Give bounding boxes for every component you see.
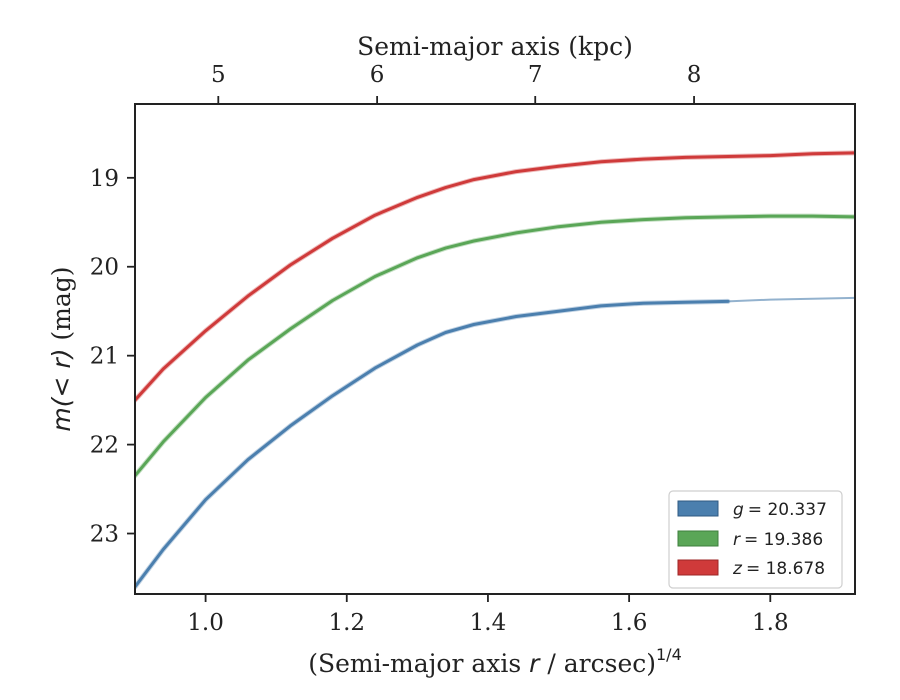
legend-label-r: r = 19.386 [733, 530, 823, 550]
legend-label-g: g = 20.337 [733, 500, 827, 520]
y-axis-title-math: m(< r) [47, 349, 76, 432]
series-line-r [135, 214, 855, 478]
legend-value-r: = 19.386 [744, 530, 823, 550]
series-layer [135, 150, 855, 590]
x-axis-title-prefix: (Semi-major axis [308, 649, 529, 678]
x-tick-label: 1.6 [611, 610, 648, 636]
legend-band-z: z [732, 559, 743, 579]
top-tick-label: 5 [211, 62, 226, 88]
top-tick-label: 7 [528, 62, 543, 88]
legend-swatch-g [677, 500, 719, 517]
legend-label-z: z = 18.678 [732, 559, 825, 579]
x-axis-title: (Semi-major axis r / arcsec)1/4 [308, 645, 682, 678]
y-tick-label: 19 [90, 166, 119, 192]
y-tick-label: 22 [90, 433, 119, 459]
legend-swatch-r [677, 530, 719, 547]
series-line-z [135, 151, 855, 402]
x-tick-label: 1.2 [328, 610, 365, 636]
y-axis-title: m(< r) (mag) [47, 266, 76, 431]
top-tick-label: 6 [370, 62, 385, 88]
x-axis-title-variable: r [529, 649, 541, 678]
series-extension-g [726, 296, 855, 303]
x-axis-title-suffix: / arcsec) [539, 649, 656, 678]
x-tick-label: 1.0 [187, 610, 224, 636]
legend-swatch-z [677, 559, 719, 576]
legend-value-g: = 20.337 [748, 500, 827, 520]
legend: g = 20.337 r = 19.386 z = 18.678 [668, 490, 843, 589]
legend-band-r: r [733, 530, 741, 550]
legend-value-z: = 18.678 [746, 559, 825, 579]
top-axis-ticks: 5 6 7 8 [211, 62, 701, 104]
x-axis-title-exponent: 1/4 [656, 645, 682, 664]
x-tick-label: 1.4 [470, 610, 507, 636]
legend-band-g: g [733, 500, 744, 520]
left-axis-ticks: 19 20 21 22 23 [90, 166, 135, 548]
y-tick-label: 23 [90, 522, 119, 548]
series-line-g [135, 299, 730, 589]
plot-frame [134, 103, 856, 595]
x-tick-label: 1.8 [752, 610, 789, 636]
y-tick-label: 20 [90, 255, 119, 281]
y-axis-title-unit: (mag) [47, 266, 76, 348]
top-tick-label: 8 [687, 62, 702, 88]
bottom-axis-ticks: 1.0 1.2 1.4 1.6 1.8 [187, 594, 789, 636]
y-tick-label: 21 [90, 344, 119, 370]
top-axis-title: Semi-major axis (kpc) [357, 32, 633, 61]
